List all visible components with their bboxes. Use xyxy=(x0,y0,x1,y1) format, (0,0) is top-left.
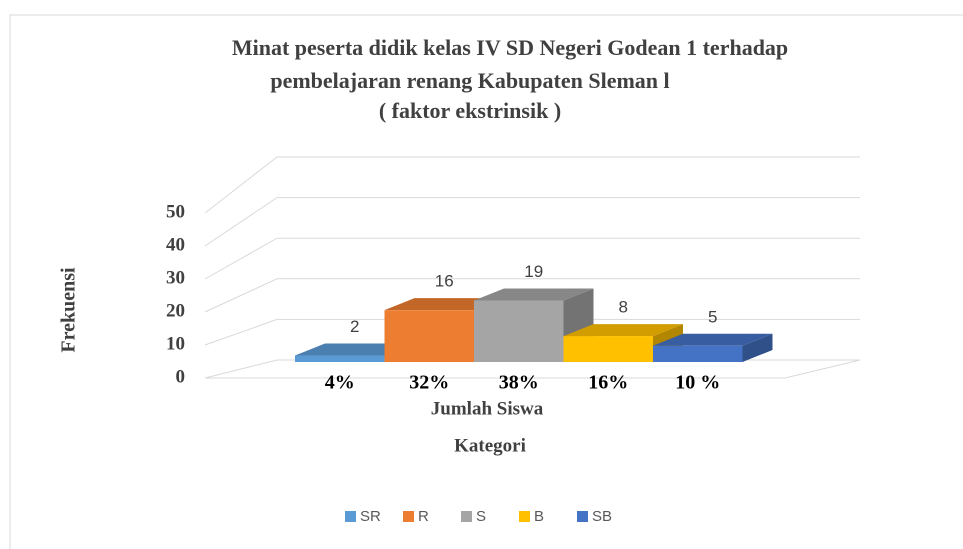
grid-line xyxy=(204,278,860,313)
legend-label: SB xyxy=(592,508,612,525)
grid-line xyxy=(204,318,860,346)
legend-label: SR xyxy=(360,508,381,525)
legend-label: S xyxy=(476,508,486,525)
share-label: 4% xyxy=(325,372,355,394)
legend-swatch xyxy=(519,511,530,522)
y-axis-label: Frekuensi xyxy=(58,267,80,353)
x-axis-label: Jumlah Siswa xyxy=(431,398,544,419)
bar-top xyxy=(653,333,773,346)
chart-title: Minat peserta didik kelas IV SD Negeri G… xyxy=(232,35,788,60)
bar-side xyxy=(742,333,773,362)
bar xyxy=(474,300,564,362)
bar xyxy=(295,355,385,362)
y-tick-label: 30 xyxy=(166,267,185,288)
grid-line xyxy=(204,156,860,214)
bar xyxy=(384,310,474,362)
bar xyxy=(653,345,743,362)
data-label: 8 xyxy=(619,298,628,317)
grid-line xyxy=(204,197,860,247)
data-label: 19 xyxy=(524,262,543,281)
y-tick-label: 50 xyxy=(166,201,185,222)
legend-swatch xyxy=(461,511,472,522)
y-tick-label: 0 xyxy=(176,366,186,387)
y-tick-label: 40 xyxy=(166,234,185,255)
data-label: 5 xyxy=(708,307,717,326)
y-tick-label: 10 xyxy=(166,333,185,354)
data-label: 2 xyxy=(350,317,359,336)
bar-top xyxy=(474,288,594,301)
legend-swatch xyxy=(403,511,414,522)
chart-border xyxy=(9,14,963,549)
floor xyxy=(205,359,861,379)
data-label: 16 xyxy=(435,272,454,291)
bar-top xyxy=(563,324,683,337)
share-label: 16% xyxy=(588,372,628,394)
share-label: 32% xyxy=(409,372,449,394)
legend-swatch xyxy=(577,511,588,522)
chart-title: ( faktor ekstrinsik ) xyxy=(379,98,561,123)
share-label: 38% xyxy=(499,372,539,394)
grid-line xyxy=(204,237,860,280)
legend-swatch xyxy=(345,511,356,522)
legend-label: B xyxy=(534,508,544,525)
x-axis-label: Kategori xyxy=(454,435,526,456)
legend-label: R xyxy=(418,508,429,525)
bar xyxy=(563,336,653,362)
share-label: 10 % xyxy=(675,372,720,394)
y-tick-label: 20 xyxy=(166,300,185,321)
chart-title: pembelajaran renang Kabupaten Sleman l xyxy=(270,68,669,93)
